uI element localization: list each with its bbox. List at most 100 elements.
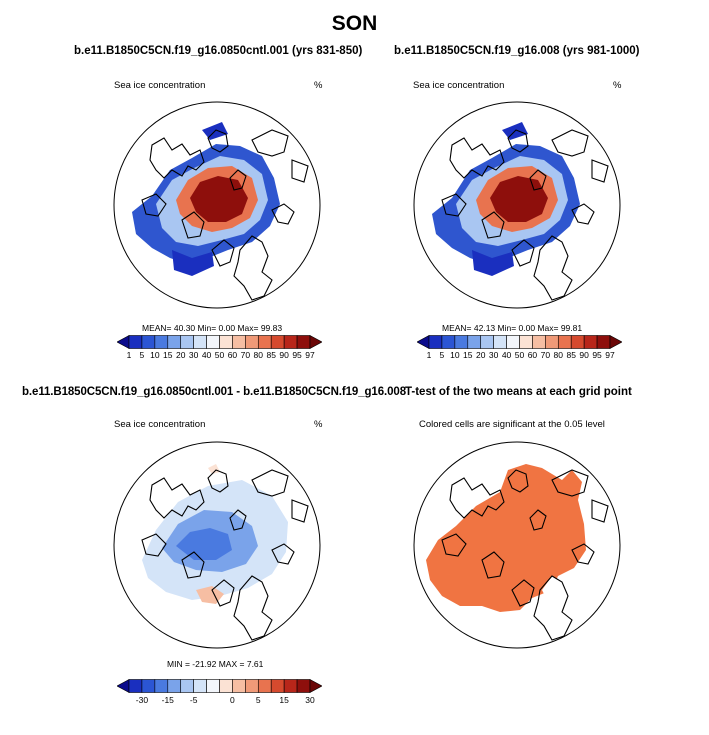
colorbar-box — [193, 335, 207, 349]
colorbar-box — [296, 679, 311, 693]
annotation-bottom-right: Colored cells are significant at the 0.0… — [419, 419, 605, 430]
colorbar-box — [428, 335, 443, 349]
coastline — [533, 235, 573, 301]
diff-positive — [208, 464, 220, 474]
coastline — [229, 169, 247, 191]
coastline — [511, 239, 535, 267]
colorbar-tick-label: 60 — [227, 350, 238, 360]
colorbar-box — [206, 335, 220, 349]
variable-label-top-left: Sea ice concentration — [114, 80, 206, 91]
colorbar-tick-label: 80 — [253, 350, 264, 360]
coastline — [181, 551, 205, 579]
coastline — [291, 159, 309, 183]
colorbar-box — [441, 335, 456, 349]
colorbar-box — [557, 335, 572, 349]
colorbar-box — [296, 335, 311, 349]
colorbar-box — [283, 335, 298, 349]
coastline — [207, 129, 229, 153]
colorbar-tick-label: 85 — [266, 350, 276, 360]
colorbar-tick-label: 85 — [566, 350, 576, 360]
colorbar-box — [219, 335, 233, 349]
polar-map-top-right — [413, 101, 621, 309]
map-boundary — [413, 101, 621, 309]
colorbar-box — [454, 335, 469, 349]
coastline — [181, 211, 205, 239]
coastline — [251, 129, 289, 157]
coastline — [251, 469, 289, 497]
colorbar-box — [596, 335, 611, 349]
colorbar-box — [206, 679, 220, 693]
colorbar-labels-bottom-left: -30 -15 -5 0 5 15 30 — [117, 695, 322, 707]
coastline — [449, 137, 505, 179]
colorbar-box — [257, 679, 272, 693]
map-boundary — [113, 441, 321, 649]
colorbar-tick-label: -30 — [135, 695, 149, 705]
colorbar-tick-label: 30 — [488, 350, 499, 360]
coastline — [533, 575, 573, 641]
colorbar-underflow-triangle — [117, 335, 130, 349]
colorbar-tick-label: 90 — [579, 350, 589, 360]
significant-region — [426, 464, 586, 612]
ice-margin-region — [472, 250, 514, 276]
coastline — [271, 203, 295, 225]
colorbar-box — [283, 679, 298, 693]
colorbar-box — [232, 679, 246, 693]
polar-map-top-left — [113, 101, 321, 309]
colorbar-tick-label: 40 — [201, 350, 212, 360]
colorbar-box — [480, 335, 494, 349]
colorbar-underflow-triangle — [117, 679, 130, 693]
coastline — [591, 499, 609, 523]
colorbar-tick-label: 10 — [150, 350, 160, 360]
colorbar-box — [167, 335, 182, 349]
colorbar-box — [467, 335, 482, 349]
stats-top-left: MEAN= 40.30 Min= 0.00 Max= 99.83 — [142, 323, 283, 333]
colorbar-box — [180, 335, 194, 349]
panel-title-bottom-right: T-test of the two means at each grid poi… — [405, 386, 632, 398]
coastline — [141, 193, 167, 217]
coastline — [229, 509, 247, 531]
colorbar-box — [257, 335, 272, 349]
coastline — [291, 499, 309, 523]
colorbar-overflow-triangle — [609, 335, 622, 349]
colorbar-box — [128, 335, 143, 349]
coastline — [507, 469, 529, 493]
colorbar-labels-top-left: 1 5 10 15 20 30 40 50 60 70 80 85 90 95 97 — [117, 350, 322, 362]
colorbar-tick-label: -15 — [161, 695, 174, 705]
coastline — [233, 235, 273, 301]
colorbar-tick-label: 5 — [139, 350, 145, 360]
coastline — [211, 239, 235, 267]
colorbar-tick-label: -5 — [189, 695, 198, 705]
panel-title-bottom-left: b.e11.B1850C5CN.f19_g16.0850cntl.001 - b… — [22, 386, 406, 398]
colorbar-box — [141, 679, 156, 693]
colorbar-tick-label: 20 — [475, 350, 486, 360]
units-label-top-right: % — [613, 80, 622, 91]
colorbar-box — [245, 335, 259, 349]
colorbar-top-left — [117, 335, 322, 349]
colorbar-box — [141, 335, 156, 349]
coastline — [211, 579, 235, 607]
colorbar-tick-label: 15 — [163, 350, 173, 360]
diff-strong-negative — [176, 528, 232, 560]
colorbar-tick-label: 40 — [501, 350, 512, 360]
coastline — [233, 575, 273, 641]
colorbar-box — [545, 335, 559, 349]
colorbar-box — [532, 335, 546, 349]
colorbar-underflow-triangle — [417, 335, 430, 349]
colorbar-tick-label: 5 — [439, 350, 445, 360]
colorbar-tick-label: 90 — [279, 350, 289, 360]
coastline — [571, 543, 595, 565]
coastline — [571, 203, 595, 225]
colorbar-tick-label: 15 — [279, 695, 289, 705]
colorbar-tick-label: 15 — [463, 350, 473, 360]
coastline — [529, 509, 547, 531]
coastline — [591, 159, 609, 183]
coastline — [449, 477, 505, 519]
ice-margin-region — [172, 250, 214, 276]
colorbar-box — [232, 335, 246, 349]
colorbar-overflow-triangle — [309, 679, 322, 693]
colorbar-top-right — [417, 335, 622, 349]
colorbar-tick-label: 1 — [126, 350, 132, 360]
map-boundary — [413, 441, 621, 649]
colorbar-tick-label: 0 — [230, 695, 235, 705]
figure-title: SON — [331, 12, 378, 35]
